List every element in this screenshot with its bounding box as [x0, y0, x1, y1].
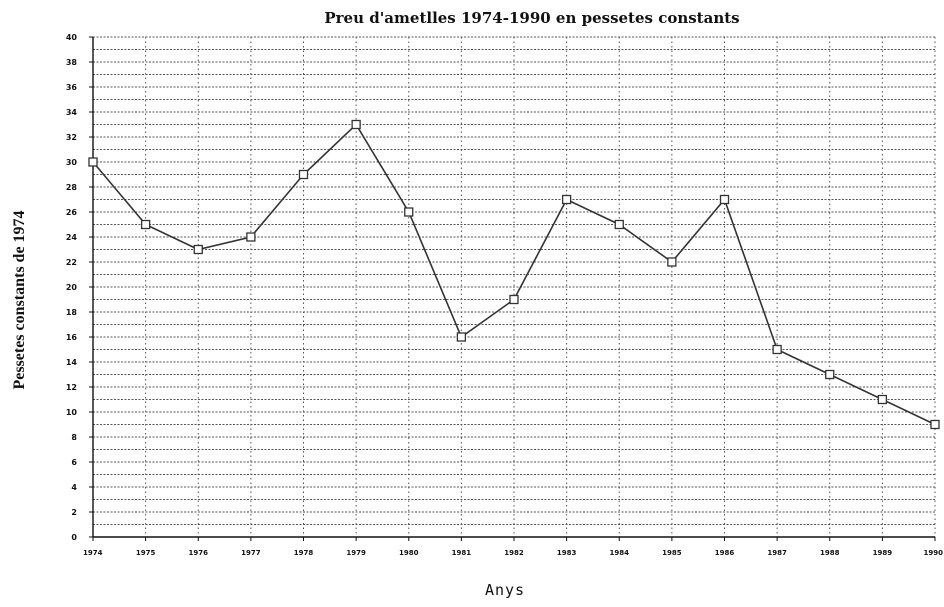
data-point — [877, 394, 888, 405]
series — [88, 119, 940, 430]
y-tick-label: 16 — [66, 333, 78, 342]
y-tick-label: 0 — [71, 533, 77, 542]
x-tick-label: 1974 — [83, 549, 103, 557]
x-tick-label: 1985 — [662, 549, 682, 557]
x-tick-label: 1988 — [820, 549, 840, 557]
data-point — [351, 119, 361, 130]
data-point — [930, 419, 940, 430]
x-tick-label: 1986 — [715, 549, 735, 557]
data-point — [509, 294, 519, 305]
x-tick-label: 1979 — [346, 549, 366, 557]
y-tick-label: 32 — [66, 133, 77, 142]
y-axis-label: Pessetes constants de 1974 — [11, 210, 28, 389]
data-point — [193, 244, 203, 255]
chart-title: Preu d'ametlles 1974-1990 en pessetes co… — [324, 9, 739, 27]
data-point — [772, 344, 782, 355]
x-tick-label: 1984 — [610, 549, 630, 557]
y-tick-label: 4 — [71, 483, 77, 492]
data-point — [298, 169, 309, 180]
x-axis-label: Anys — [485, 581, 525, 599]
data-point — [140, 219, 151, 230]
y-tick-label: 26 — [66, 208, 78, 217]
x-tick-label: 1990 — [924, 549, 944, 557]
y-tick-label: 36 — [66, 83, 78, 92]
y-tick-label: 12 — [66, 383, 77, 392]
y-tick-label: 40 — [66, 33, 78, 42]
y-tick-label: 38 — [66, 58, 78, 67]
y-tick-label: 14 — [66, 358, 78, 367]
data-point — [614, 219, 624, 230]
data-point — [719, 194, 730, 205]
y-tick-label: 22 — [66, 258, 77, 267]
y-tick-label: 8 — [71, 433, 77, 442]
x-tick-label: 1987 — [767, 549, 787, 557]
y-tick-label: 34 — [66, 108, 78, 117]
data-point — [561, 194, 572, 205]
data-point — [456, 332, 467, 342]
y-tick-label: 2 — [71, 508, 77, 517]
axes: 0246810121416182022242628303234363840197… — [66, 33, 943, 557]
x-tick-label: 1981 — [452, 549, 472, 557]
y-tick-label: 24 — [66, 233, 78, 242]
grid — [92, 36, 936, 538]
y-tick-label: 28 — [66, 183, 78, 192]
x-tick-label: 1978 — [294, 549, 314, 557]
data-point — [88, 157, 98, 167]
x-tick-label: 1989 — [873, 549, 893, 557]
y-tick-label: 6 — [71, 458, 77, 467]
y-tick-label: 18 — [66, 308, 78, 317]
data-point — [825, 369, 835, 380]
data-point — [667, 257, 677, 267]
data-point — [404, 207, 414, 217]
y-tick-label: 20 — [66, 283, 78, 292]
x-tick-label: 1976 — [189, 549, 209, 557]
x-tick-label: 1982 — [504, 549, 524, 557]
y-tick-label: 30 — [66, 158, 78, 167]
x-tick-label: 1977 — [241, 549, 261, 557]
x-tick-label: 1980 — [399, 549, 419, 557]
data-point — [246, 232, 256, 242]
x-tick-label: 1983 — [557, 549, 577, 557]
x-tick-label: 1975 — [136, 549, 156, 557]
y-tick-label: 10 — [66, 408, 78, 417]
